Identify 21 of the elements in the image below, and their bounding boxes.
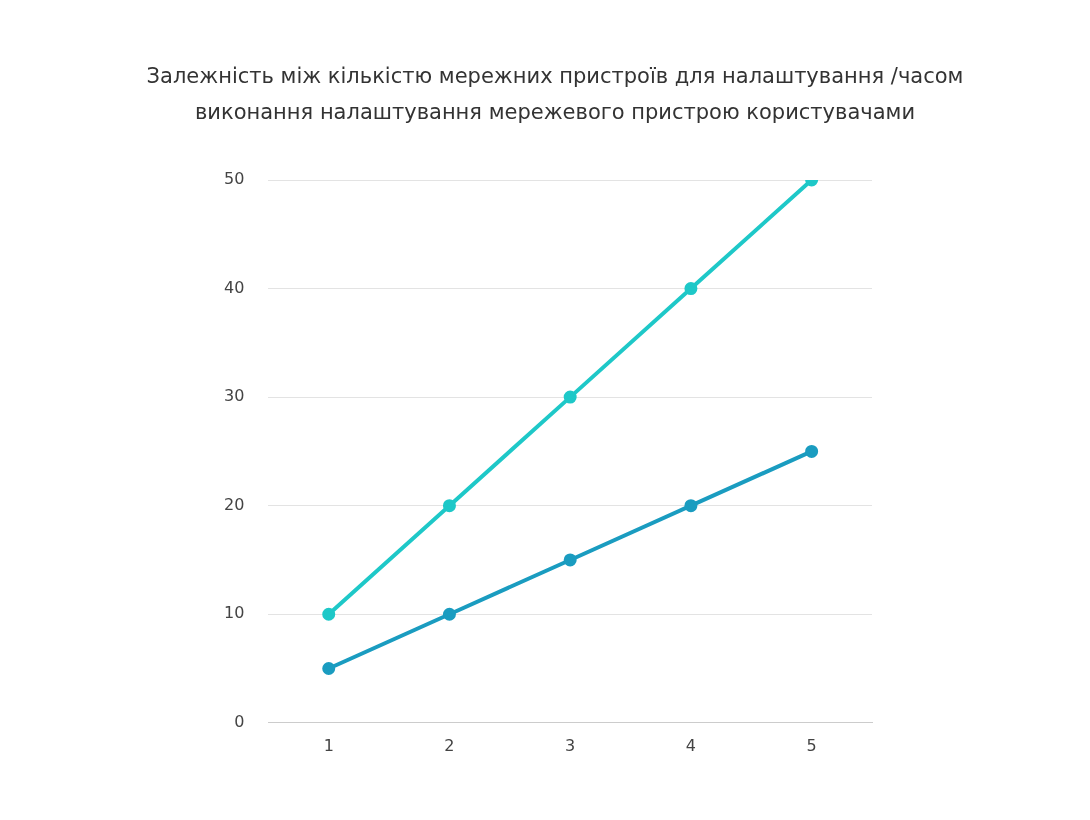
x-tick-label: 3 — [565, 735, 576, 755]
y-tick-label: 40 — [224, 277, 245, 297]
point — [442, 499, 456, 513]
y-tick-label: 20 — [224, 494, 245, 514]
point — [442, 607, 456, 621]
point — [563, 390, 577, 404]
chart-title: Залежність між кількістю мережних пристроїв для налаштування /часом виконання налаштування мережевого пристрою користувачами — [145, 63, 965, 126]
point — [805, 444, 819, 458]
point — [684, 282, 698, 296]
y-tick-label: 0 — [234, 711, 245, 731]
x-tick-label: 1 — [323, 735, 334, 755]
point — [684, 499, 698, 513]
x-tick-label: 4 — [685, 735, 696, 755]
x-tick-label: 5 — [806, 735, 817, 755]
point — [322, 607, 336, 621]
point — [322, 662, 336, 676]
point — [563, 553, 577, 567]
y-tick-label: 10 — [224, 603, 245, 623]
y-tick-label: 30 — [224, 386, 245, 406]
y-tick-label: 50 — [224, 169, 245, 189]
x-tick-label: 2 — [444, 735, 455, 755]
